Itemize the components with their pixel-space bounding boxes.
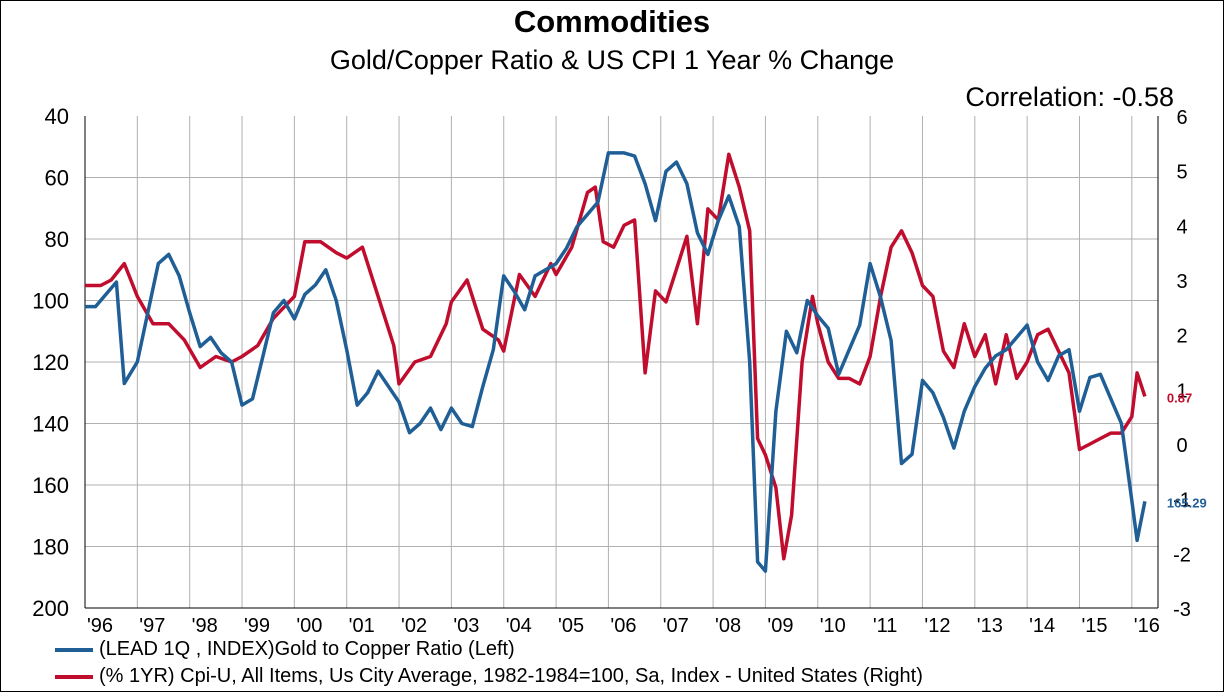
chart-subtitle: Gold/Copper Ratio & US CPI 1 Year % Chan… [329,45,895,75]
y-right-tick-label: -1 [1173,490,1191,512]
y-right-tick-label: 5 [1176,162,1187,184]
x-tick-label: '09 [767,615,793,637]
legend-swatch-cpi [55,674,93,679]
x-tick-label: '98 [192,615,218,637]
series-line-cpi [85,152,1147,561]
x-tick-label: '08 [715,615,741,637]
correlation-annotation: Correlation: -0.58 [965,82,1174,112]
legend-item-gold-copper: (LEAD 1Q , INDEX)Gold to Copper Ratio (L… [55,636,923,663]
y-left-tick-label: 120 [32,350,69,375]
x-tick-label: '13 [977,615,1003,637]
x-tick-label: '15 [1081,615,1107,637]
x-tick-label: '14 [1029,615,1055,637]
legend-label-gold-copper: (LEAD 1Q , INDEX)Gold to Copper Ratio (L… [99,638,515,660]
x-tick-label: '03 [453,615,479,637]
y-right-tick-label: -2 [1173,544,1191,566]
x-tick-label: '96 [87,615,113,637]
y-right-tick-label: 3 [1176,271,1187,293]
y-right-tick-label: 0 [1176,435,1187,457]
y-left-tick-label: 180 [32,535,69,560]
x-tick-label: '97 [139,615,165,637]
x-tick-label: '07 [663,615,689,637]
legend-item-cpi: (% 1YR) Cpi-U, All Items, Us City Averag… [55,663,923,690]
end-label-gold-copper: 165.29 [1167,495,1207,510]
x-tick-label: '05 [558,615,584,637]
y-left-tick-label: 40 [45,104,69,129]
y-right-tick-label: 6 [1176,107,1187,129]
y-left-tick-label: 80 [45,227,69,252]
y-left-tick-label: 200 [32,596,69,621]
series-line-gold-copper [85,151,1147,573]
x-tick-label: '06 [610,615,636,637]
chart-title: Commodities [513,4,711,39]
y-left-tick-label: 160 [32,473,69,498]
x-tick-label: '04 [506,615,532,637]
x-tick-label: '02 [401,615,427,637]
y-left-tick-label: 60 [45,166,69,191]
x-tick-label: '12 [924,615,950,637]
x-tick-label: '01 [349,615,375,637]
x-tick-label: '00 [296,615,322,637]
y-left-tick-label: 100 [32,289,69,314]
y-right-tick-label: 1 [1176,380,1187,402]
end-label-cpi: 0.87 [1167,390,1192,405]
y-left-tick-label: 140 [32,412,69,437]
x-tick-label: '16 [1134,615,1160,637]
x-tick-label: '99 [244,615,270,637]
x-tick-label: '10 [820,615,846,637]
x-tick-label: '11 [873,615,898,637]
y-right-tick-label: 2 [1176,326,1187,348]
legend: (LEAD 1Q , INDEX)Gold to Copper Ratio (L… [55,636,923,690]
y-right-tick-label: 4 [1176,216,1187,238]
legend-swatch-gold-copper [55,647,93,652]
y-right-tick-label: -3 [1173,599,1191,621]
legend-label-cpi: (% 1YR) Cpi-U, All Items, Us City Averag… [99,665,923,687]
